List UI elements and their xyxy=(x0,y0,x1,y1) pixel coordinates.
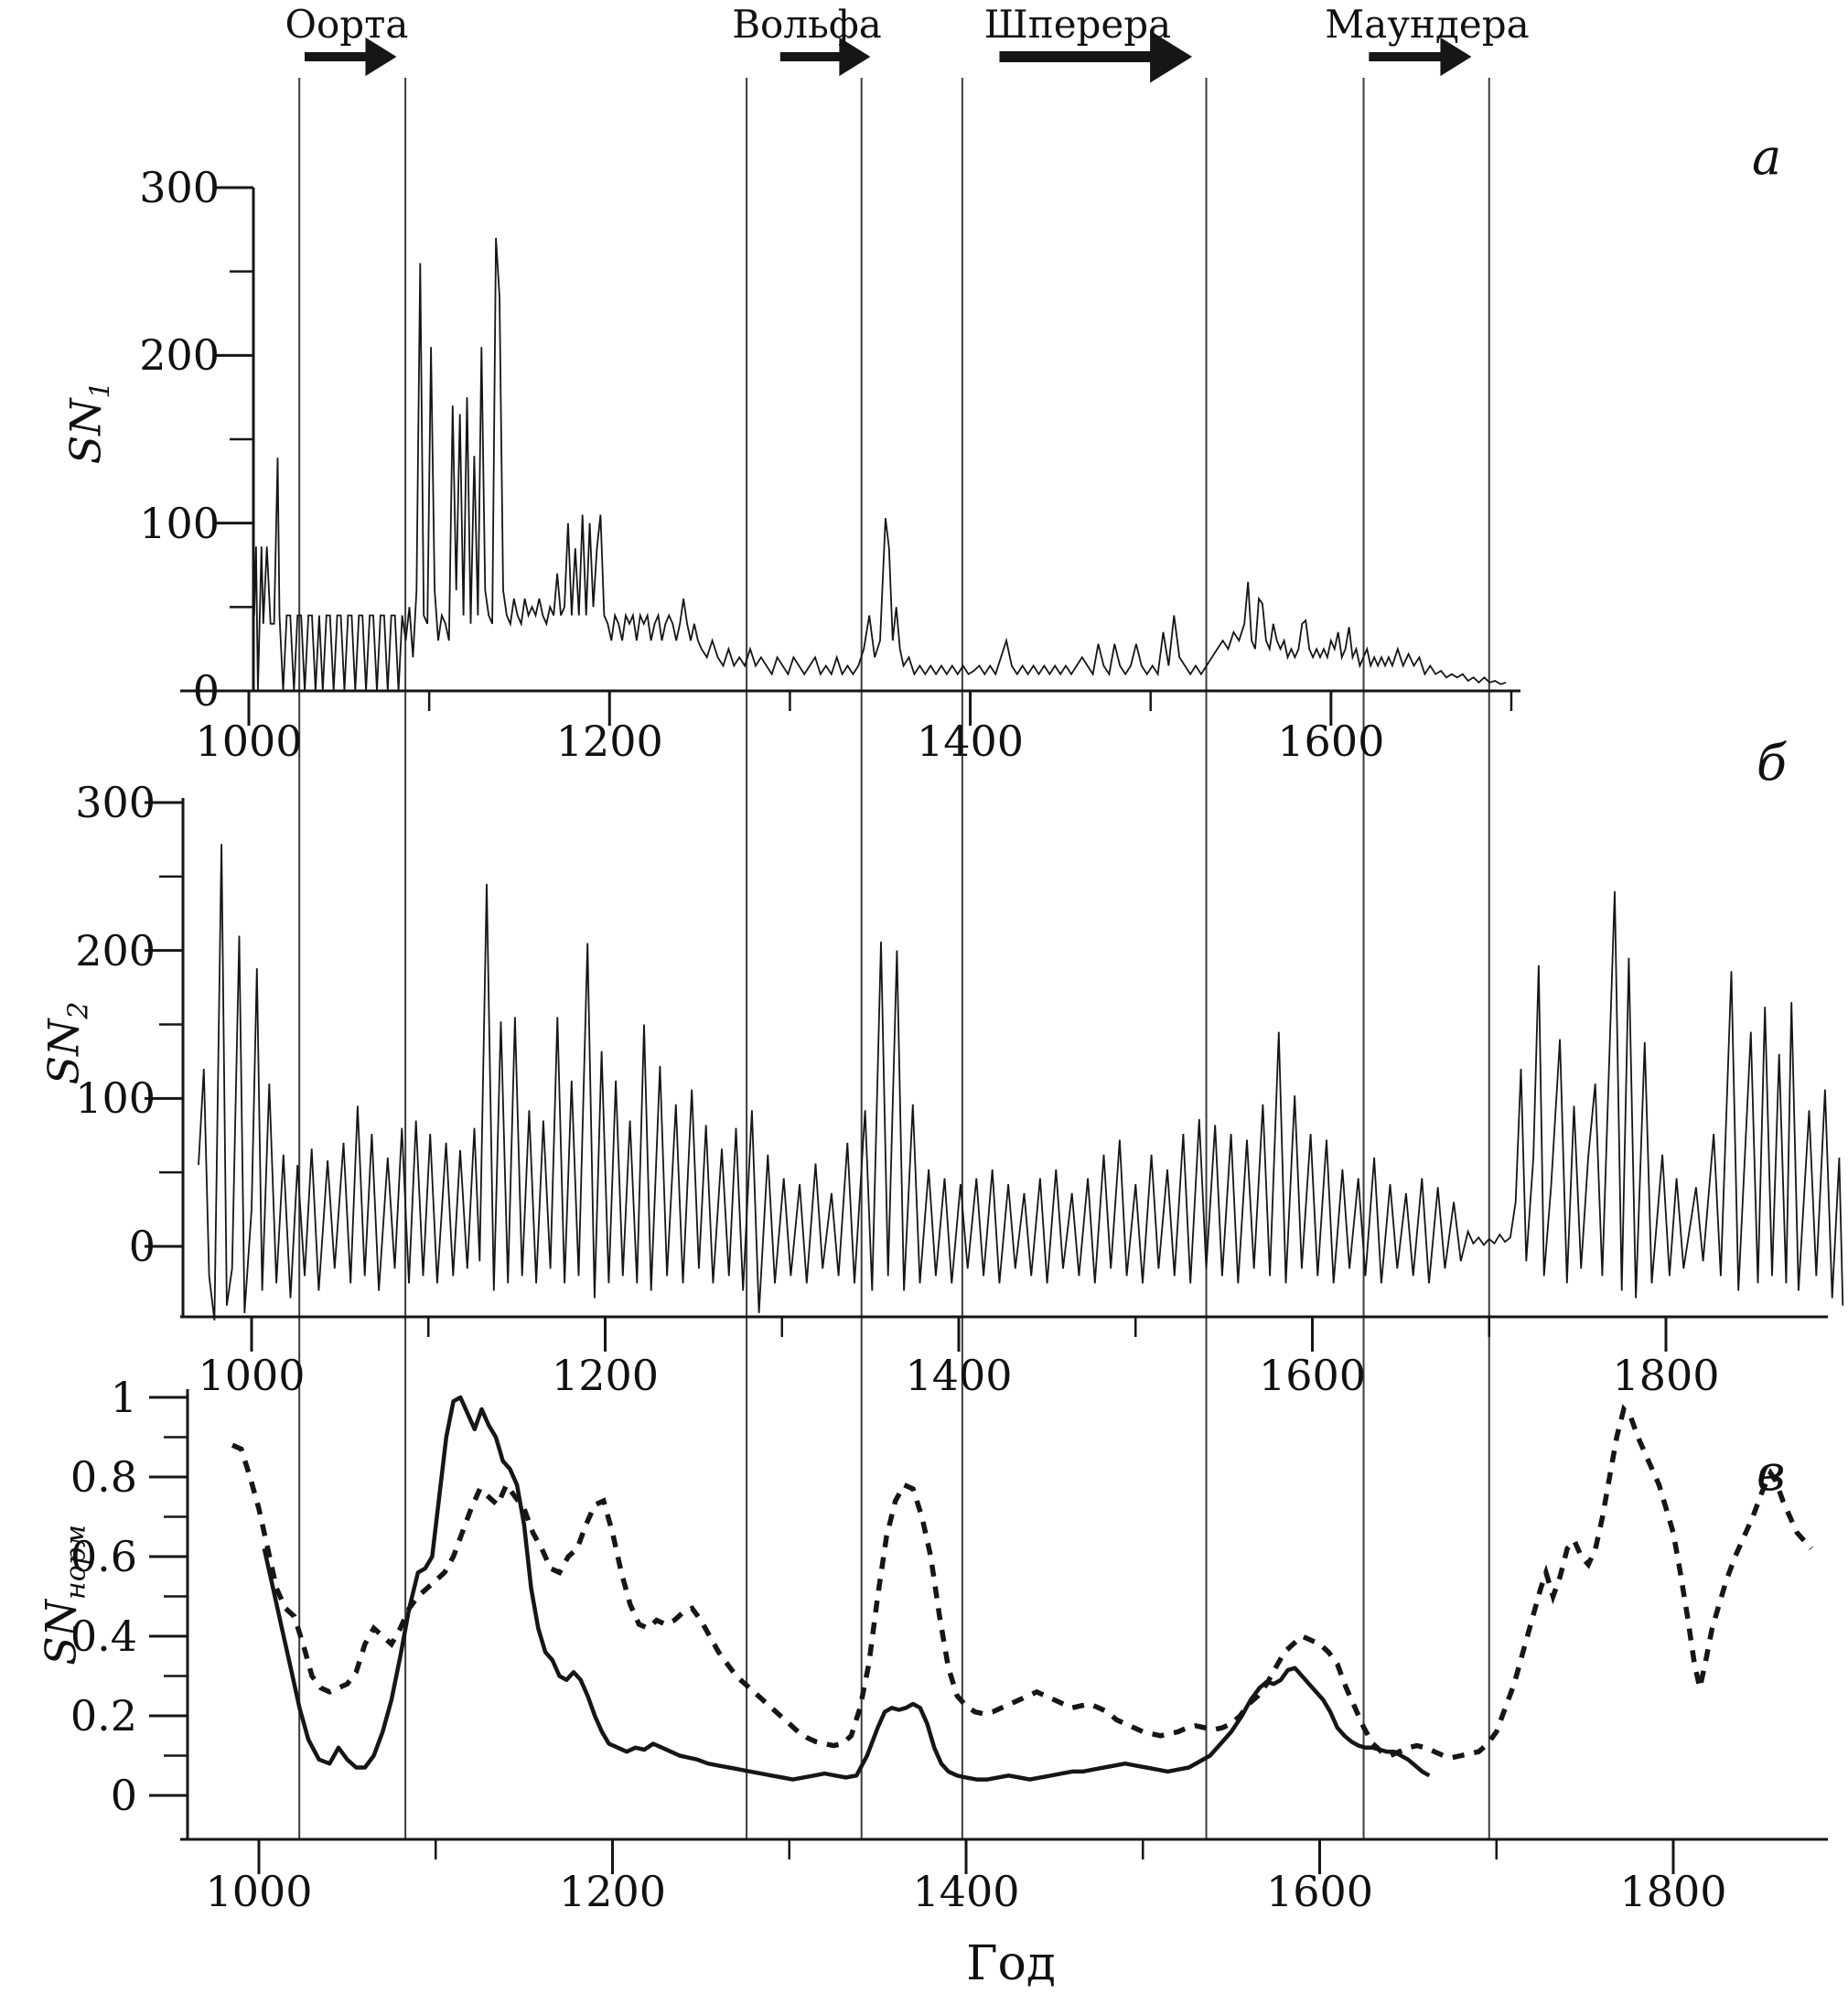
panel-b-series-solid-thin xyxy=(198,844,1844,1320)
minimum-arrow-head-oort xyxy=(365,37,397,77)
minimum-arrow-head-maunder xyxy=(1440,37,1472,77)
minimum-arrow-head-spoerer xyxy=(1150,30,1193,83)
minimum-arrow-head-wolf xyxy=(839,37,871,77)
panel-a-series-solid-thin xyxy=(253,237,1507,692)
panel-c-series-dashed-thick xyxy=(231,1404,1813,1761)
panel-c-series-solid-thick xyxy=(262,1395,1431,1782)
